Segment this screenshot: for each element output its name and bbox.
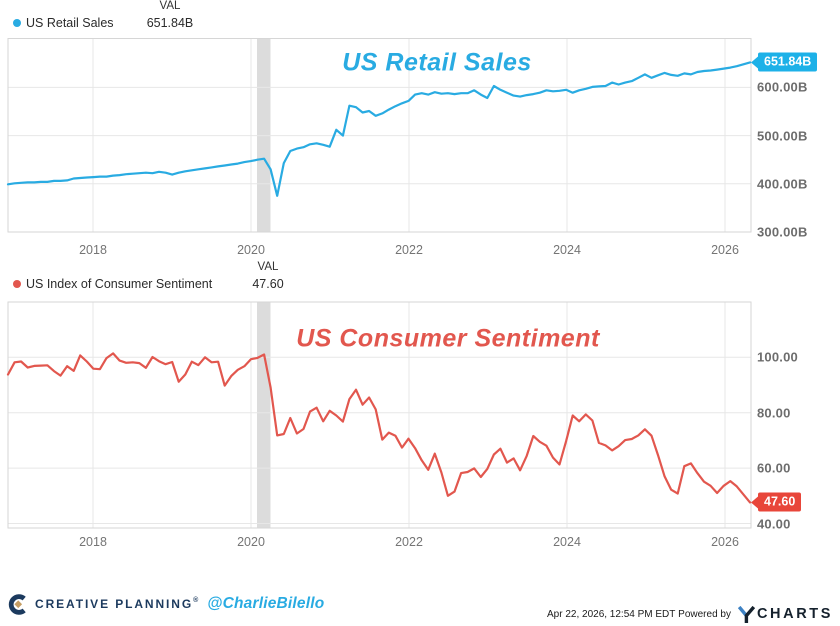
x-tick-label: 2026 [711,242,739,257]
creative-planning-logo-icon [8,593,26,615]
timestamp: Apr 22, 2026, 12:54 PM EDT Powered by [546,608,731,620]
y-tick-label: 100.00 [757,349,798,365]
x-tick-label: 2020 [237,534,265,549]
series-name: US Retail Sales [26,16,114,30]
y-tick-label: 60.00 [757,460,791,476]
registered-mark: ® [193,597,199,604]
series-name: US Index of Consumer Sentiment [26,276,213,291]
recession-band [257,302,271,528]
y-tick-label: 400.00B [757,176,808,192]
twitter-handle: @CharlieBilello [207,595,325,612]
chart-title-consumer-sentiment: US Consumer Sentiment [296,324,600,353]
badge-arrow-icon [751,56,758,69]
x-tick-label: 2022 [395,242,423,257]
x-tick-label: 2026 [711,534,739,549]
x-tick-label: 2024 [553,242,581,257]
plot-border [7,301,752,529]
legend-consumer-sentiment: VAL US Index of Consumer Sentiment 47.60 [8,261,284,292]
legend-retail-sales: VAL US Retail Sales 651.84B [8,0,193,31]
legend-series-row: US Index of Consumer Sentiment 47.60 [8,276,284,292]
legend-val-header: VAL [159,0,181,12]
footer-brand: CREATIVE PLANNING® @CharlieBilello [8,593,324,615]
y-tick-label: 80.00 [757,405,791,421]
brand-name: CREATIVE PLANNING® [35,597,199,611]
x-tick-label: 2024 [553,534,581,549]
legend-header-row: VAL [8,0,181,15]
series-value: 47.60 [252,276,284,291]
ycharts-wordmark: CHARTS [756,606,833,622]
series-dot-icon [13,19,21,27]
y-tick-label: 500.00B [757,128,808,144]
series-value: 651.84B [146,16,194,30]
last-value-badge-retail-sales: 651.84B [751,52,818,72]
last-value-badge-consumer-sentiment: 47.60 [751,492,802,512]
x-tick-label: 2018 [79,242,107,257]
x-tick-label: 2018 [79,534,107,549]
x-tick-label: 2020 [237,242,265,257]
footer-attribution: Apr 22, 2026, 12:54 PM EDT Powered by CH… [547,604,833,624]
ycharts-logo: CHARTS [737,605,833,623]
series-line-us-consumer-sentiment [6,352,752,504]
y-tick-label: 40.00 [757,516,791,531]
legend-val-header: VAL [257,260,279,273]
legend-header-row: VAL [8,261,279,276]
legend-series-row: US Retail Sales 651.84B [8,15,193,31]
plot-border [7,38,752,233]
series-line-us-retail-sales [6,61,752,197]
y-tick-label: 600.00B [757,79,808,95]
ycharts-y-icon [737,605,755,623]
chart-title-retail-sales: US Retail Sales [342,48,532,77]
y-tick-label: 300.00B [757,224,808,240]
x-tick-label: 2022 [395,534,423,549]
badge-arrow-icon [751,496,758,509]
series-dot-icon [13,279,21,288]
